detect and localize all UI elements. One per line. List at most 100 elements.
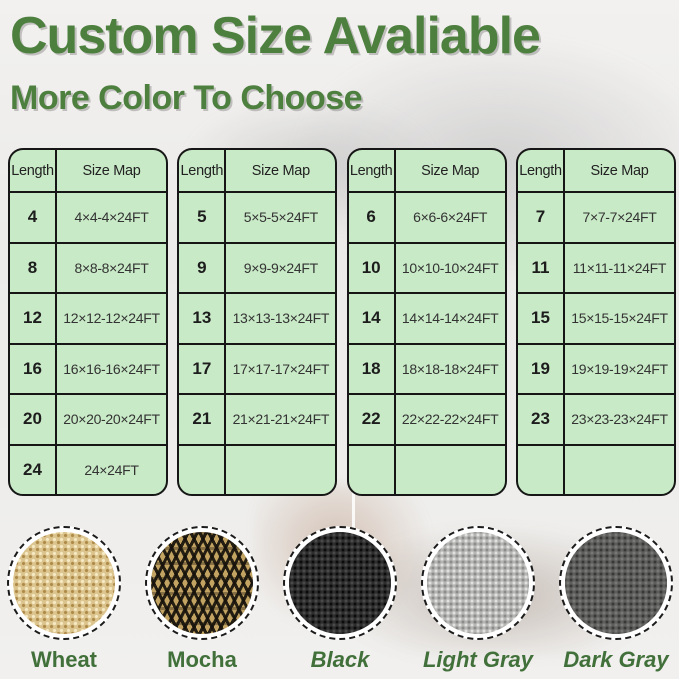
length-cell: 9 <box>179 243 227 292</box>
size-cell <box>396 446 505 495</box>
size-cell: 21×21-21×24FT <box>232 411 330 428</box>
length-cell: 17 <box>179 344 227 393</box>
size-cell: 6×6-6×24FT <box>413 209 488 226</box>
light-gray-label: Light Gray <box>422 647 533 672</box>
table-row: 17 17×17-17×24FT <box>179 342 336 393</box>
length-header: Length <box>518 150 565 191</box>
wheat-fabric-texture <box>13 532 115 634</box>
size-cell: 9×9-9×24FT <box>243 259 318 276</box>
length-cell: 20 <box>10 395 57 444</box>
length-cell: 19 <box>518 344 565 393</box>
black-fabric-texture <box>289 532 391 634</box>
table-row: 15 15×15-15×24FT <box>517 292 674 343</box>
table-row: 20 20×20-20×24FT <box>10 393 166 444</box>
table-row: 22 22×22-22×24FT <box>348 393 505 444</box>
light-gray-fabric-texture <box>427 532 529 634</box>
size-table-2: Length Size Map 5 5×5-5×24FT 9 9×9-9×24FT 13 13… <box>177 148 338 496</box>
black-swatch-circle <box>283 526 397 640</box>
table-row: 6 6×6-6×24FT <box>348 191 505 242</box>
table-row: 8 8×8-8×24FT <box>10 241 166 292</box>
size-table-4: Length Size Map 7 7×7-7×24FT 11 11×11-11×24FT… <box>515 148 676 496</box>
table-row: 14 14×14-14×24FT <box>348 292 505 343</box>
size-cell: 12×12-12×24FT <box>63 310 160 327</box>
table-row: 11 11×11-11×24FT <box>517 241 674 292</box>
dark-gray-swatch-circle <box>559 526 673 640</box>
length-cell: 12 <box>10 294 57 343</box>
size-cell: 8×8-8×24FT <box>74 259 149 276</box>
wheat-swatch: Wheat <box>7 526 121 673</box>
size-map-header: Size Map <box>421 162 480 179</box>
size-cell: 14×14-14×24FT <box>401 310 499 327</box>
table-row: 5 5×5-5×24FT <box>179 191 336 242</box>
size-cell: 4×4-4×24FT <box>74 209 149 226</box>
size-cell: 10×10-10×24FT <box>401 259 499 276</box>
table-row: 16 16×16-16×24FT <box>10 342 166 393</box>
length-header: Length <box>10 150 57 191</box>
length-cell: 14 <box>349 294 396 343</box>
length-cell: 8 <box>10 243 57 292</box>
table-row: 21 21×21-21×24FT <box>179 393 336 444</box>
length-cell: 16 <box>10 344 57 393</box>
size-cell: 18×18-18×24FT <box>401 360 499 377</box>
size-cell: 15×15-15×24FT <box>571 310 668 327</box>
length-header: Length <box>179 150 227 191</box>
light-gray-swatch: Light Gray <box>421 526 535 673</box>
length-cell <box>518 445 565 494</box>
size-map-header: Size Map <box>82 162 141 179</box>
length-cell: 11 <box>518 243 565 292</box>
mocha-swatch-circle <box>145 526 259 640</box>
size-cell: 5×5-5×24FT <box>243 209 318 226</box>
table-header-row: Length Size Map <box>518 150 674 191</box>
size-cell: 16×16-16×24FT <box>63 360 160 377</box>
table-header-row: Length Size Map <box>349 150 505 191</box>
length-cell: 5 <box>179 193 227 242</box>
size-cell: 22×22-22×24FT <box>401 411 499 428</box>
size-cell: 20×20-20×24FT <box>63 411 160 428</box>
size-table-1: Length Size Map 4 4×4-4×24FT 8 8×8-8×24FT 12 12… <box>8 148 168 496</box>
mocha-label: Mocha <box>167 647 237 672</box>
table-row: 18 18×18-18×24FT <box>348 342 505 393</box>
table-row: 13 13×13-13×24FT <box>179 292 336 343</box>
size-cell: 23×23-23×24FT <box>571 411 668 428</box>
length-cell: 15 <box>518 294 565 343</box>
color-swatches: Wheat Mocha Black Light Gray Dark Gray <box>7 526 673 673</box>
light-gray-swatch-circle <box>421 526 535 640</box>
table-header-row: Length Size Map <box>179 150 335 191</box>
size-cell: 17×17-17×24FT <box>232 360 330 377</box>
table-row: 23 23×23-23×24FT <box>517 393 674 444</box>
table-row: 7 7×7-7×24FT <box>517 191 674 242</box>
size-map-header: Size Map <box>590 162 649 179</box>
table-row: 10 10×10-10×24FT <box>348 241 505 292</box>
table-row: 12 12×12-12×24FT <box>10 292 166 343</box>
size-map-header: Size Map <box>251 162 310 179</box>
length-cell: 7 <box>518 193 565 242</box>
size-tables: Length Size Map 4 4×4-4×24FT 8 8×8-8×24FT 12 12… <box>8 148 676 496</box>
size-cell: 19×19-19×24FT <box>571 360 668 377</box>
table-row <box>179 443 336 494</box>
mocha-swatch: Mocha <box>145 526 259 673</box>
mocha-fabric-texture <box>151 532 253 634</box>
size-table-3: Length Size Map 6 6×6-6×24FT 10 10×10-10×24FT… <box>346 148 507 496</box>
length-cell: 10 <box>349 243 396 292</box>
length-cell: 4 <box>10 193 57 242</box>
page-title: Custom Size Avaliable <box>10 7 541 65</box>
table-row: 4 4×4-4×24FT <box>10 191 166 242</box>
table-header-row: Length Size Map <box>10 150 166 191</box>
table-row <box>517 443 674 494</box>
table-row: 9 9×9-9×24FT <box>179 241 336 292</box>
black-swatch: Black <box>283 526 397 673</box>
length-cell: 13 <box>179 294 227 343</box>
length-cell: 18 <box>349 344 396 393</box>
length-cell: 22 <box>349 395 396 444</box>
size-cell: 7×7-7×24FT <box>582 209 657 226</box>
table-row <box>348 443 505 495</box>
dark-gray-swatch: Dark Gray <box>559 526 673 673</box>
black-label: Black <box>310 647 370 672</box>
table-row: 19 19×19-19×24FT <box>517 342 674 393</box>
length-cell: 23 <box>518 395 565 444</box>
size-cell: 13×13-13×24FT <box>232 310 330 327</box>
length-cell: 21 <box>179 395 227 444</box>
length-cell: 6 <box>349 193 396 242</box>
page-subtitle: More Color To Choose <box>10 79 363 117</box>
length-cell <box>179 445 227 494</box>
